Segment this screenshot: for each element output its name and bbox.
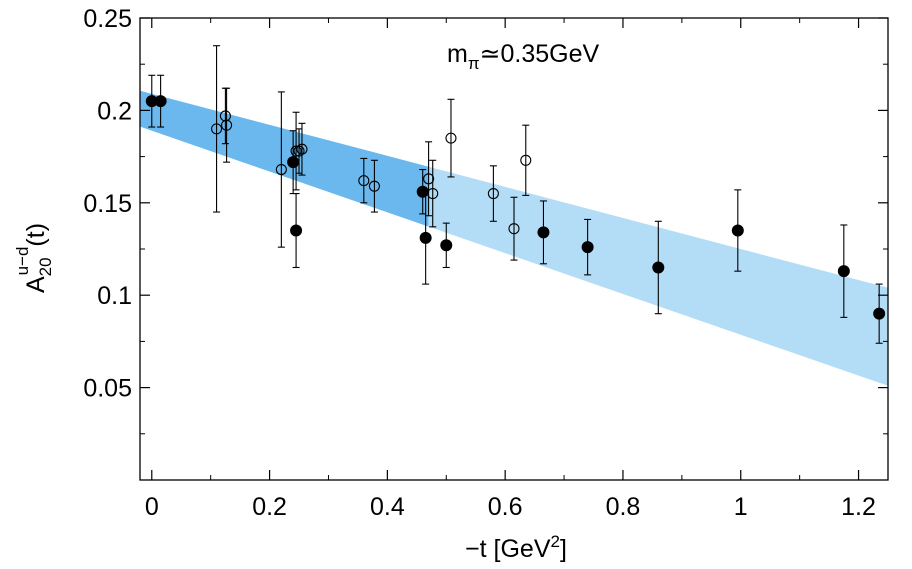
filled-data-point (537, 200, 550, 265)
point-marker (221, 119, 233, 131)
axis-ticks: 0 0.2 0.4 0.6 0.8 1 1.2 0.05 0.1 0.15 0.2 0.25 (83, 5, 888, 521)
point-marker (358, 175, 370, 187)
open-data-point (368, 159, 380, 213)
x-tick-label: 0.4 (370, 493, 405, 521)
filled-data-point (731, 189, 744, 272)
point-marker (520, 154, 532, 166)
open-data-point (423, 141, 435, 217)
open-data-point (211, 45, 223, 213)
point-marker (487, 188, 499, 200)
point-marker (419, 231, 432, 244)
point-marker (731, 224, 744, 237)
filled-data-point (145, 74, 158, 128)
point-marker (440, 239, 453, 252)
open-data-point (275, 91, 287, 248)
y-tick-label: 0.05 (83, 375, 132, 403)
filled-data-point (154, 74, 167, 128)
y-tick-label: 0.25 (83, 5, 132, 33)
filled-data-point (419, 191, 432, 285)
x-tick-label: 0.6 (488, 493, 523, 521)
open-data-point (221, 87, 233, 163)
open-data-point (296, 122, 308, 176)
point-marker (581, 241, 594, 254)
point-marker (837, 265, 850, 278)
point-marker (368, 180, 380, 192)
y-axis-label: A20u−d(t) (13, 223, 55, 293)
x-axis-label: −t [GeV2] (465, 532, 567, 563)
filled-data-point (873, 283, 886, 344)
open-data-point (487, 165, 499, 222)
annotation-label: mπ≃0.35GeV (447, 40, 600, 73)
point-marker (508, 223, 520, 235)
svg-text:A20u−d(t): A20u−d(t) (13, 223, 55, 293)
filled-data-point (440, 222, 453, 269)
filled-data-point (837, 224, 850, 318)
point-marker (290, 145, 302, 157)
band-dark-region (140, 90, 429, 227)
point-marker (211, 123, 223, 135)
data-points (145, 45, 886, 344)
x-tick-label: 1.2 (841, 493, 876, 521)
point-marker (427, 188, 439, 200)
y-tick-label: 0.15 (83, 190, 132, 218)
open-data-point (290, 111, 302, 191)
point-marker (537, 226, 550, 239)
point-marker (154, 95, 167, 108)
x-tick-label: 0.2 (252, 493, 287, 521)
x-tick-label: 0 (145, 493, 159, 521)
point-marker (873, 307, 886, 320)
point-marker (445, 132, 457, 144)
point-marker (290, 224, 303, 237)
point-marker (275, 163, 287, 176)
open-data-point (427, 159, 439, 228)
point-marker (652, 261, 665, 274)
open-data-point (445, 98, 457, 178)
point-marker (296, 143, 308, 155)
point-marker (293, 145, 305, 157)
y-tick-label: 0.2 (97, 97, 132, 125)
filled-data-point (290, 193, 303, 269)
point-marker (287, 156, 300, 169)
y-tick-label: 0.1 (97, 282, 132, 310)
open-data-point (508, 196, 520, 261)
filled-data-point (581, 218, 594, 276)
x-tick-label: 0.8 (606, 493, 641, 521)
point-marker (423, 173, 435, 185)
x-tick-label: 1 (734, 493, 748, 521)
filled-data-point (652, 220, 665, 315)
point-marker (219, 110, 231, 122)
open-data-point (520, 124, 532, 196)
open-data-point (358, 157, 370, 204)
open-data-point (293, 128, 305, 174)
